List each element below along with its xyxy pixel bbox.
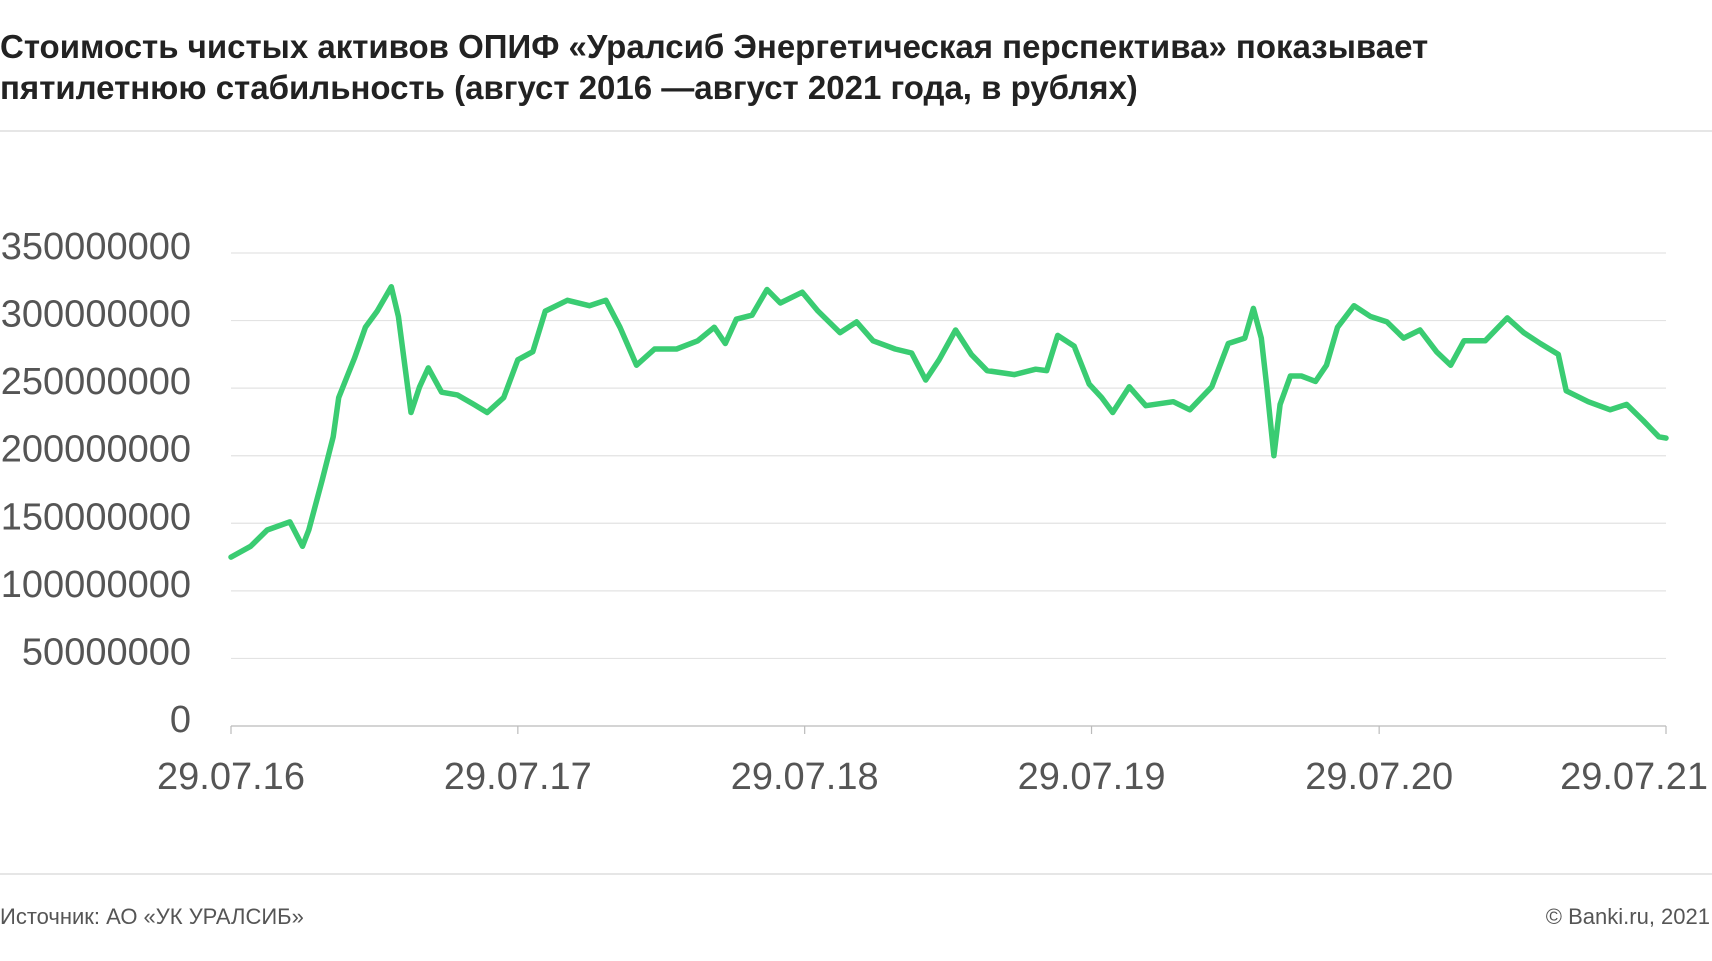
x-tick-label: 29.07.16 <box>157 756 305 798</box>
y-tick-label: 300000000 <box>1 294 191 336</box>
y-tick-label: 350000000 <box>1 226 191 268</box>
y-tick-label: 50000000 <box>22 631 191 673</box>
x-tick-label: 29.07.20 <box>1305 756 1453 798</box>
y-tick-label: 150000000 <box>1 496 191 538</box>
source: Источник: АО «УК УРАЛСИБ» <box>0 904 304 929</box>
y-tick-label: 100000000 <box>1 564 191 606</box>
y-tick-label: 0 <box>170 699 191 741</box>
y-tick-label: 250000000 <box>1 361 191 403</box>
chart-title: Стоимость чистых активов ОПИФ «Уралсиб Э… <box>0 28 1429 106</box>
x-tick-label: 29.07.21 <box>1560 756 1708 798</box>
y-tick-label: 200000000 <box>1 429 191 471</box>
data-line <box>228 284 1669 560</box>
credit: © Banki.ru, 2021 <box>1546 904 1710 929</box>
x-tick-label: 29.07.18 <box>731 756 879 798</box>
x-tick-label: 29.07.19 <box>1018 756 1166 798</box>
x-tick-label: 29.07.17 <box>444 756 592 798</box>
